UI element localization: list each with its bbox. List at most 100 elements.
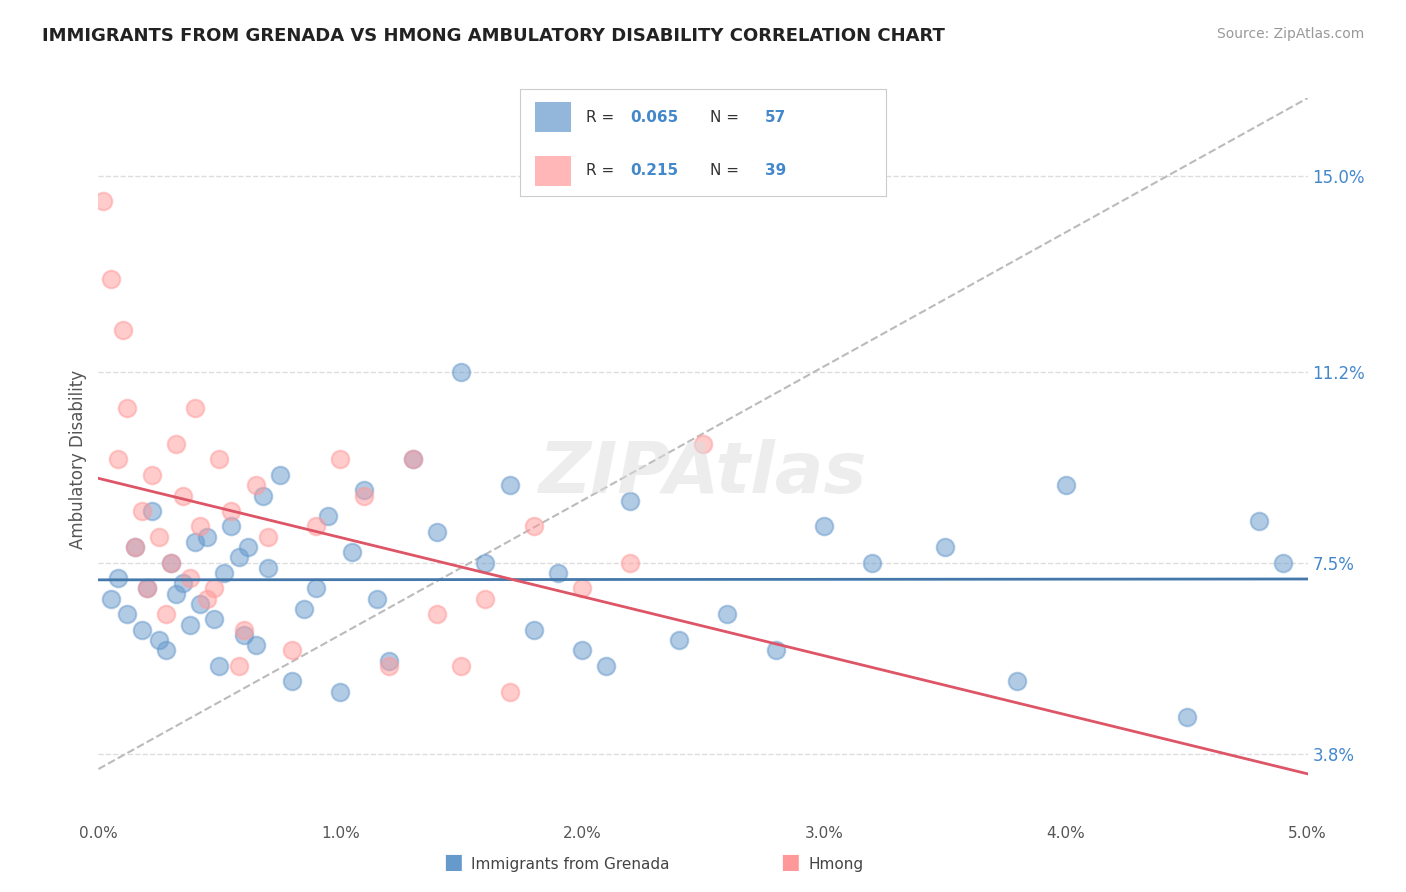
Point	[188, 519, 211, 533]
Point	[252, 489, 274, 503]
Text: 0.215: 0.215	[630, 163, 678, 178]
Point	[934, 540, 956, 554]
Point	[100, 272, 122, 286]
Point	[172, 576, 194, 591]
Point	[316, 509, 339, 524]
Point	[221, 504, 243, 518]
Point	[813, 519, 835, 533]
Point	[426, 524, 449, 539]
Text: ZIPAtlas: ZIPAtlas	[538, 440, 868, 508]
Point	[547, 566, 569, 580]
Point	[269, 467, 291, 482]
Point	[1175, 710, 1198, 724]
Point	[212, 566, 235, 580]
Point	[204, 612, 226, 626]
Text: 0.065: 0.065	[630, 110, 678, 125]
Point	[716, 607, 738, 622]
Point	[165, 437, 187, 451]
Point	[498, 684, 520, 698]
Point	[148, 530, 170, 544]
Point	[668, 633, 690, 648]
Point	[184, 535, 207, 549]
Point	[155, 607, 177, 622]
Point	[1249, 514, 1271, 528]
Point	[1272, 556, 1295, 570]
Point	[195, 591, 218, 606]
Point	[165, 586, 187, 600]
Point	[204, 582, 226, 596]
Point	[172, 489, 194, 503]
Point	[148, 633, 170, 648]
Point	[179, 617, 201, 632]
Point	[232, 623, 254, 637]
Point	[523, 519, 546, 533]
Text: R =: R =	[586, 163, 619, 178]
Point	[188, 597, 211, 611]
Point	[228, 550, 250, 565]
Point	[117, 607, 139, 622]
Point	[256, 561, 278, 575]
Point	[292, 602, 315, 616]
Point	[353, 489, 375, 503]
Point	[450, 658, 472, 673]
Point	[238, 540, 260, 554]
Text: N =: N =	[710, 163, 744, 178]
Point	[329, 684, 352, 698]
Point	[208, 658, 231, 673]
Text: ■: ■	[780, 853, 800, 872]
Point	[860, 556, 883, 570]
Point	[353, 483, 375, 498]
Point	[342, 545, 364, 559]
Point	[498, 478, 520, 492]
Point	[305, 582, 328, 596]
Point	[131, 504, 153, 518]
Point	[1054, 478, 1077, 492]
Point	[377, 658, 399, 673]
Point	[141, 504, 163, 518]
Point	[100, 591, 122, 606]
Point	[1007, 674, 1029, 689]
Y-axis label: Ambulatory Disability: Ambulatory Disability	[69, 370, 87, 549]
Point	[245, 478, 267, 492]
Point	[377, 654, 399, 668]
Point	[245, 638, 267, 652]
Point	[208, 452, 231, 467]
Point	[135, 582, 157, 596]
Point	[474, 591, 496, 606]
Point	[124, 540, 146, 554]
Point	[619, 493, 641, 508]
Point	[366, 591, 388, 606]
Bar	[534, 155, 571, 186]
Point	[571, 582, 593, 596]
Point	[619, 556, 641, 570]
Point	[117, 401, 139, 415]
Point	[402, 452, 425, 467]
Point	[692, 437, 714, 451]
Point	[160, 556, 183, 570]
Text: R =: R =	[586, 110, 619, 125]
Text: 39: 39	[765, 163, 786, 178]
Point	[155, 643, 177, 657]
Point	[228, 658, 250, 673]
Point	[184, 401, 207, 415]
Point	[135, 582, 157, 596]
Point	[281, 643, 304, 657]
Point	[595, 658, 617, 673]
Point	[131, 623, 153, 637]
Point	[474, 556, 496, 570]
Text: Immigrants from Grenada: Immigrants from Grenada	[471, 857, 669, 872]
Point	[91, 194, 114, 209]
Point	[450, 365, 472, 379]
Point	[160, 556, 183, 570]
Point	[232, 628, 254, 642]
Bar	[534, 102, 571, 132]
Point	[523, 623, 546, 637]
Point	[426, 607, 449, 622]
Text: ■: ■	[443, 853, 463, 872]
Point	[111, 323, 134, 337]
Point	[107, 452, 129, 467]
Point	[305, 519, 328, 533]
Text: N =: N =	[710, 110, 744, 125]
Point	[221, 519, 243, 533]
Point	[402, 452, 425, 467]
